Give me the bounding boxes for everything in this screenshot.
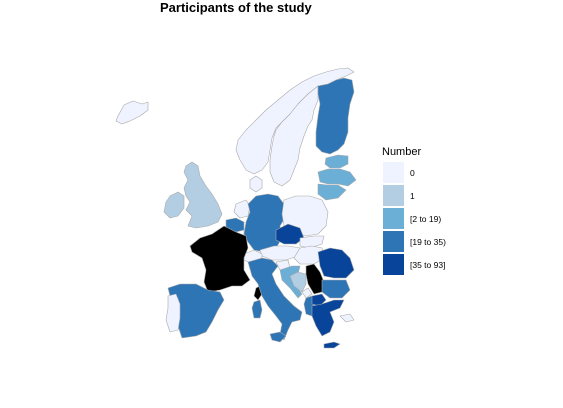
region-denmark[interactable] [249, 175, 263, 193]
region-ireland[interactable] [163, 191, 185, 219]
region-united-kingdom[interactable] [183, 161, 223, 229]
region-bosnia-and-herzegovina[interactable] [289, 271, 307, 293]
region-greece[interactable] [311, 299, 345, 337]
legend-label-4: [35 to 93] [410, 260, 446, 270]
region-sweden[interactable] [269, 85, 319, 187]
region-germany[interactable] [243, 193, 287, 253]
legend-label-2: [2 to 19) [410, 214, 442, 224]
legend-key-2 [382, 207, 405, 230]
legend-key-3 [382, 230, 405, 253]
legend-label-1: 1 [410, 191, 415, 201]
region-romania[interactable] [317, 247, 355, 279]
region-sardinia[interactable] [251, 299, 263, 319]
legend-label-3: [19 to 35) [410, 237, 446, 247]
legend-label-0: 0 [410, 168, 415, 178]
map-title: Participants of the study [160, 0, 312, 15]
region-france[interactable] [189, 225, 251, 293]
region-cyprus[interactable] [339, 313, 355, 323]
legend-key-1 [382, 184, 405, 207]
legend-key-0 [382, 161, 405, 184]
legend-key-4 [382, 253, 405, 276]
region-crete[interactable] [323, 341, 341, 349]
region-finland[interactable] [315, 77, 355, 155]
legend-title: Number [382, 146, 422, 158]
region-slovakia[interactable] [299, 235, 325, 249]
region-bulgaria[interactable] [321, 279, 351, 299]
region-italy[interactable] [247, 257, 303, 341]
region-north-macedonia[interactable] [311, 293, 327, 307]
region-montenegro[interactable] [301, 287, 313, 299]
region-estonia[interactable] [324, 154, 349, 169]
region-portugal[interactable] [165, 293, 181, 333]
region-netherlands[interactable] [233, 199, 251, 219]
region-iceland[interactable] [115, 100, 149, 125]
region-lithuania[interactable] [317, 183, 347, 201]
region-sicily[interactable] [269, 331, 287, 343]
region-latvia[interactable] [317, 168, 357, 187]
